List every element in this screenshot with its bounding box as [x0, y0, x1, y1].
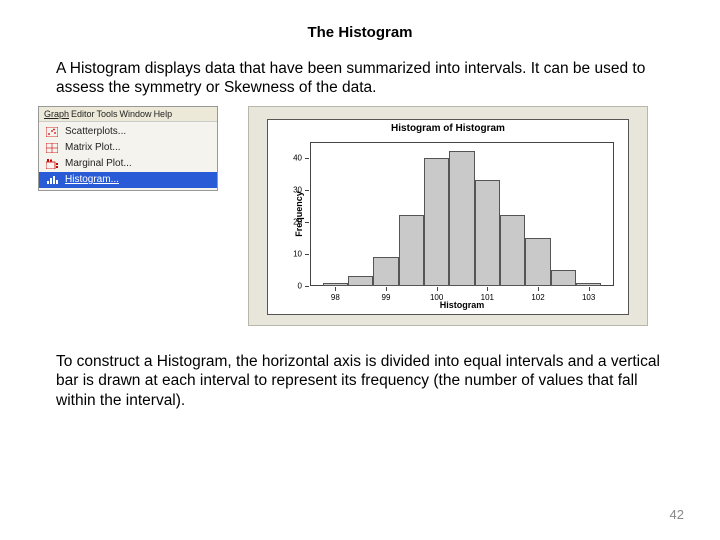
histogram-panel: Histogram of Histogram Frequency Histogr… — [248, 106, 648, 326]
menu-dropdown: Scatterplots... Matrix Plot... Marginal Pl… — [39, 122, 217, 190]
y-tick-label: 40 — [293, 153, 302, 162]
menu-item-matrix[interactable]: Matrix Plot... — [39, 140, 217, 156]
y-tick — [305, 254, 309, 255]
page-number: 42 — [670, 507, 684, 522]
y-tick — [305, 158, 309, 159]
histogram-bar — [576, 283, 601, 286]
histogram-icon — [45, 174, 59, 186]
menu-screenshot: GraphEditorToolsWindowHelp Scatterplots.… — [38, 106, 218, 191]
x-tick-label: 101 — [481, 293, 494, 302]
x-tick — [386, 287, 387, 291]
y-tick — [305, 286, 309, 287]
histogram-bar — [399, 215, 424, 285]
x-tick — [589, 287, 590, 291]
scatter-icon — [45, 126, 59, 138]
figures-row: GraphEditorToolsWindowHelp Scatterplots.… — [0, 98, 720, 334]
y-tick — [305, 222, 309, 223]
histogram-bar — [348, 276, 373, 286]
outro-paragraph: To construct a Histogram, the horizontal… — [0, 352, 720, 410]
x-tick — [437, 287, 438, 291]
menu-top-item[interactable]: Help — [154, 109, 173, 119]
y-tick-label: 10 — [293, 249, 302, 258]
histogram-bars — [310, 142, 614, 286]
histogram-bar — [449, 151, 474, 285]
x-tick-label: 100 — [430, 293, 443, 302]
menu-item-scatter[interactable]: Scatterplots... — [39, 124, 217, 140]
menu-top-item[interactable]: Window — [120, 109, 152, 119]
x-tick — [538, 287, 539, 291]
histogram-bar — [551, 270, 576, 286]
y-axis-label: Frequency — [294, 191, 304, 237]
x-tick-label: 98 — [331, 293, 340, 302]
histogram-bar — [500, 215, 525, 285]
y-tick-label: 0 — [298, 281, 302, 290]
x-tick — [487, 287, 488, 291]
menu-item-label: Marginal Plot... — [65, 158, 132, 169]
menu-top-item[interactable]: Editor — [71, 109, 95, 119]
x-tick-label: 103 — [582, 293, 595, 302]
histogram-plot-area: Histogram of Histogram Frequency Histogr… — [267, 119, 629, 315]
menu-item-marginal[interactable]: Marginal Plot... — [39, 156, 217, 172]
x-tick-label: 99 — [382, 293, 391, 302]
x-tick-label: 102 — [531, 293, 544, 302]
menu-top-item[interactable]: Tools — [97, 109, 118, 119]
matrix-icon — [45, 142, 59, 154]
menu-graph[interactable]: Graph — [44, 109, 69, 119]
histogram-bar — [475, 180, 500, 286]
x-tick — [335, 287, 336, 291]
y-tick — [305, 190, 309, 191]
slide-title: The Histogram — [0, 0, 720, 59]
intro-paragraph: A Histogram displays data that have been… — [0, 59, 720, 98]
histogram-bar — [525, 238, 550, 286]
chart-title: Histogram of Histogram — [268, 123, 628, 134]
y-tick-label: 20 — [293, 217, 302, 226]
menu-item-label: Scatterplots... — [65, 126, 126, 137]
y-tick-label: 30 — [293, 185, 302, 194]
x-axis-label: Histogram — [310, 300, 614, 310]
histogram-bar — [373, 257, 398, 286]
histogram-bar — [323, 283, 348, 286]
menu-item-histogram[interactable]: Histogram... — [39, 172, 217, 188]
menu-bar: GraphEditorToolsWindowHelp — [39, 107, 217, 122]
menu-item-label: Histogram... — [65, 174, 119, 185]
menu-item-label: Matrix Plot... — [65, 142, 121, 153]
histogram-bar — [424, 158, 449, 286]
marginal-icon — [45, 158, 59, 170]
